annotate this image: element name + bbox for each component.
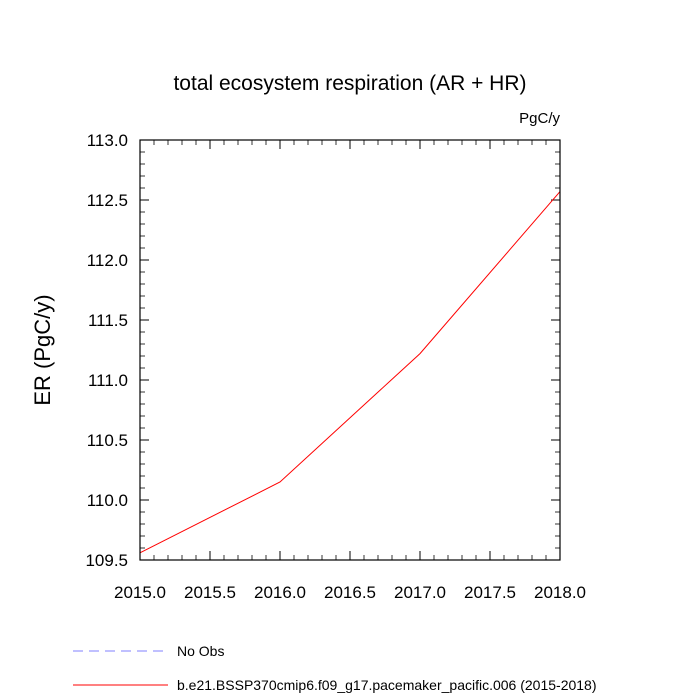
y-tick-label: 113.0 xyxy=(87,131,128,150)
y-tick-label: 110.0 xyxy=(87,491,128,510)
legend-label: b.e21.BSSP370cmip6.f09_g17.pacemaker_pac… xyxy=(177,677,597,693)
x-tick-label: 2018.0 xyxy=(534,583,586,602)
y-tick-label: 112.0 xyxy=(87,251,128,270)
units-label: PgC/y xyxy=(519,110,560,127)
y-tick-label: 109.5 xyxy=(85,551,128,570)
plot-frame xyxy=(139,139,561,561)
x-tick-label: 2015.5 xyxy=(184,583,236,602)
chart-title: total ecosystem respiration (AR + HR) xyxy=(173,72,526,95)
x-tick-label: 2016.0 xyxy=(254,583,306,602)
x-tick-label: 2016.5 xyxy=(324,583,376,602)
legend-label: No Obs xyxy=(177,643,224,659)
y-tick-label: 112.5 xyxy=(87,191,128,210)
x-tick-label: 2017.5 xyxy=(464,583,516,602)
y-axis-label: ER (PgC/y) xyxy=(30,294,55,405)
x-tick-label: 2015.0 xyxy=(114,583,166,602)
series-line xyxy=(139,191,561,554)
y-tick-label: 111.5 xyxy=(88,311,128,330)
ticks: 2015.0 2015.5 2016.0 2016.5 2017.0 2017.5 2018… xyxy=(85,131,586,602)
x-tick-label: 2017.0 xyxy=(394,583,446,602)
y-tick-label: 110.5 xyxy=(87,431,128,450)
y-tick-label: 111.0 xyxy=(88,371,128,390)
series-layer xyxy=(139,191,561,554)
legend: No Obs b.e21.BSSP370cmip6.f09_g17.pacemak… xyxy=(73,643,597,693)
